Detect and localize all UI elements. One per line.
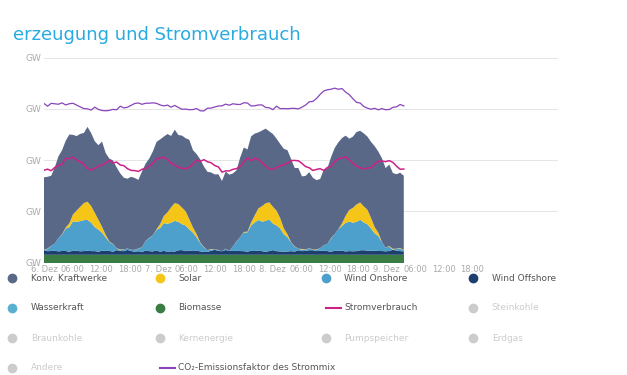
Text: Konv. Kraftwerke: Konv. Kraftwerke	[31, 274, 107, 283]
Text: Andere: Andere	[31, 363, 63, 372]
Text: erzeugung und Stromverbrauch: erzeugung und Stromverbrauch	[13, 26, 300, 44]
Text: Solar: Solar	[178, 274, 201, 283]
Text: Braunkohle: Braunkohle	[31, 334, 82, 343]
Text: Wasserkraft: Wasserkraft	[31, 303, 85, 312]
Text: Pumpspeicher: Pumpspeicher	[344, 334, 408, 343]
Text: Erdgas: Erdgas	[492, 334, 522, 343]
Text: Wind Offshore: Wind Offshore	[492, 274, 556, 283]
Text: Stromverbrauch: Stromverbrauch	[344, 303, 418, 312]
Text: Biomasse: Biomasse	[178, 303, 222, 312]
Text: Steinkohle: Steinkohle	[492, 303, 539, 312]
Text: CO₂-Emissionsfaktor des Strommix: CO₂-Emissionsfaktor des Strommix	[178, 363, 335, 372]
Text: Wind Onshore: Wind Onshore	[344, 274, 408, 283]
Text: Kernenergie: Kernenergie	[178, 334, 233, 343]
